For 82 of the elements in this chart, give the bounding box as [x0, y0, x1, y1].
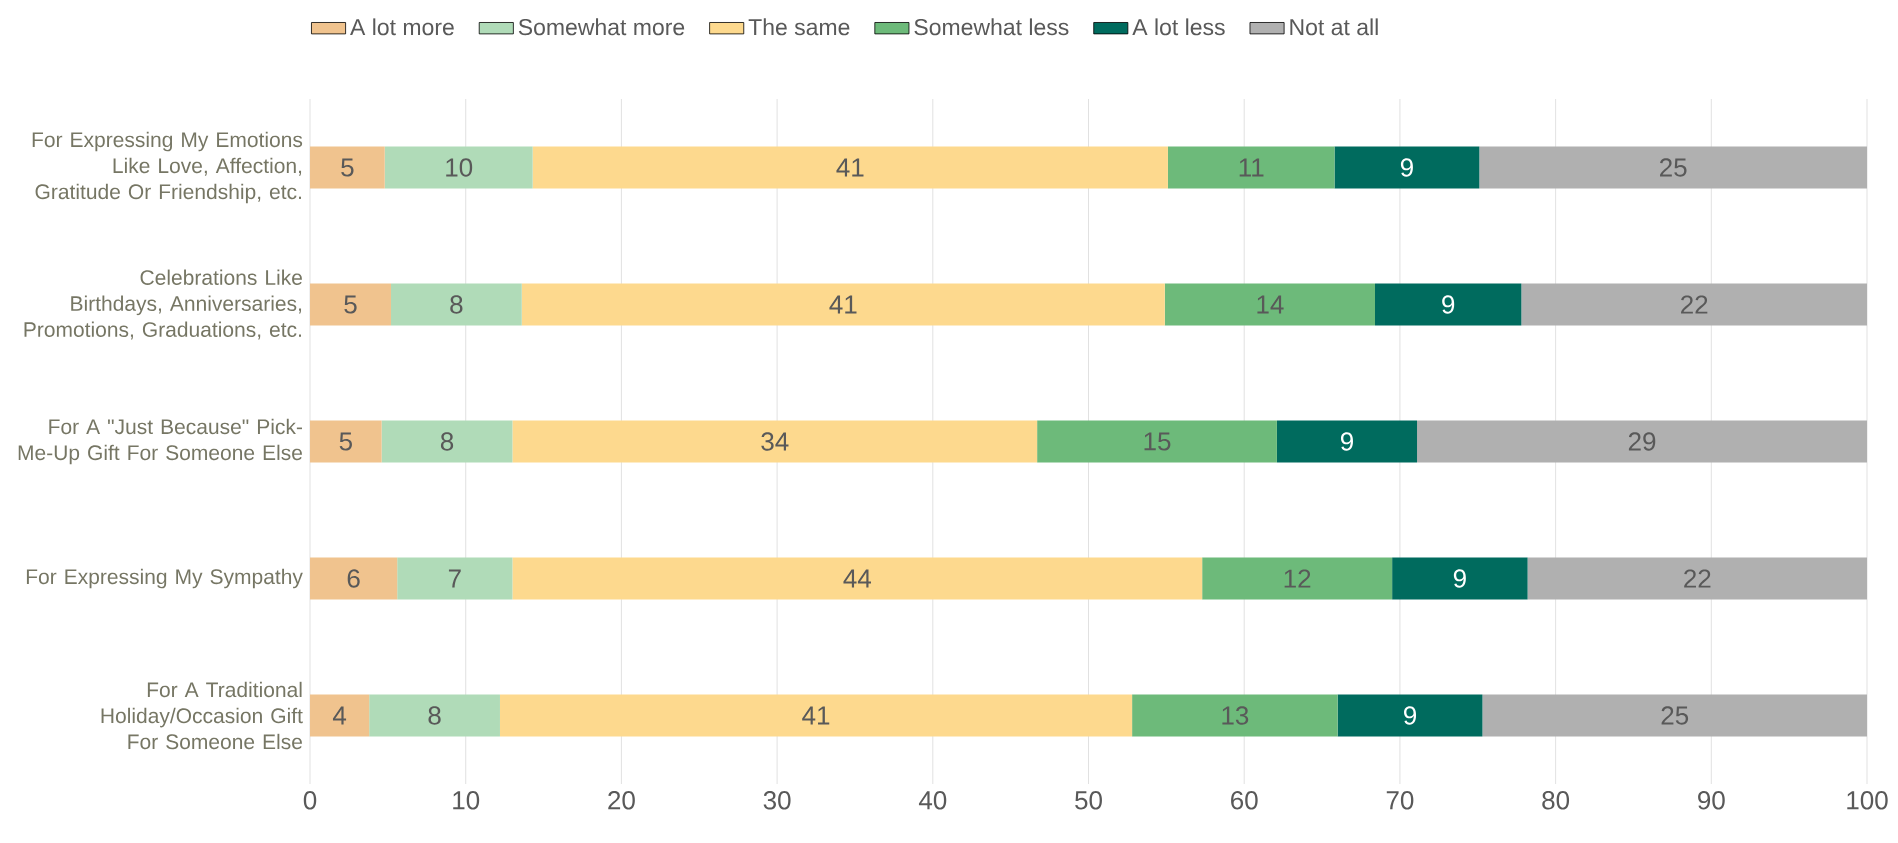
bar — [310, 420, 382, 463]
bar — [1334, 146, 1480, 189]
bar — [1276, 420, 1418, 463]
bar — [1392, 557, 1528, 600]
data-label: 9 — [1340, 432, 1353, 451]
bar — [1337, 694, 1483, 737]
bar — [310, 694, 370, 737]
legend-label: A lot more — [350, 18, 454, 36]
y-tick-label: For Expressing My Emotions Like Love, Affection, Gratitude Or Friendship, etc. — [32, 131, 303, 204]
data-label: 34 — [761, 432, 789, 451]
x-tick-label: 50 — [1075, 791, 1102, 810]
x-tick-label: 0 — [303, 791, 317, 810]
bar — [369, 694, 500, 737]
data-label: 41 — [802, 706, 830, 725]
bar — [499, 694, 1133, 737]
data-label: 10 — [446, 158, 473, 177]
bar — [310, 557, 398, 600]
legend-label: A lot less — [1132, 18, 1225, 36]
data-label: 29 — [1628, 432, 1656, 451]
data-label: 15 — [1144, 432, 1171, 451]
data-label: 14 — [1257, 295, 1284, 314]
bar — [1167, 146, 1335, 189]
data-label: 5 — [341, 158, 354, 177]
x-tick-label: 70 — [1386, 791, 1414, 810]
data-label: 44 — [843, 569, 871, 588]
data-label: 25 — [1661, 706, 1689, 725]
legend-label: Not at all — [1290, 18, 1378, 36]
bar — [1527, 557, 1868, 600]
y-tick-label: Celebrations Like Birthdays, Anniversaries, Promotions, Graduations, etc. — [24, 269, 302, 340]
data-label: 8 — [440, 432, 454, 451]
bar — [1479, 146, 1868, 189]
data-label: 9 — [1400, 158, 1413, 177]
bar — [1521, 283, 1868, 326]
bar — [521, 283, 1165, 326]
bar — [532, 146, 1168, 189]
data-label: 41 — [829, 295, 857, 314]
bar — [1164, 283, 1375, 326]
data-label: 41 — [836, 158, 864, 177]
bar — [381, 420, 513, 463]
data-label: 4 — [332, 706, 347, 725]
data-label: 5 — [339, 432, 352, 451]
bar — [397, 557, 513, 600]
data-label: 8 — [428, 706, 441, 725]
data-label: 11 — [1239, 158, 1264, 177]
x-tick-label: 20 — [608, 791, 635, 810]
y-tick-label: For A "Just Because" Pick-Me-Up Gift For Someone Else — [18, 418, 302, 465]
bar — [310, 146, 385, 189]
bar — [1202, 557, 1393, 600]
y-tick-label: For Expressing My Sympathy — [26, 568, 303, 589]
x-tick-label: 30 — [763, 791, 791, 810]
data-label: 9 — [1442, 295, 1455, 314]
bar — [1482, 694, 1868, 737]
data-label: 12 — [1284, 569, 1311, 588]
x-tick-label: 10 — [453, 791, 480, 810]
data-label: 22 — [1684, 569, 1711, 588]
bar — [1037, 420, 1277, 463]
bar — [1132, 694, 1338, 737]
bar — [512, 557, 1203, 600]
data-label: 25 — [1660, 158, 1687, 177]
data-label: 9 — [1453, 569, 1466, 588]
data-label: 5 — [344, 295, 357, 314]
legend-label: The same — [748, 18, 850, 36]
bar — [390, 283, 522, 326]
x-tick-label: 90 — [1698, 791, 1725, 810]
bar — [310, 283, 391, 326]
x-tick-label: 40 — [918, 791, 947, 810]
x-tick-label: 100 — [1847, 791, 1888, 810]
data-label: 22 — [1681, 295, 1708, 314]
data-label: 7 — [448, 569, 461, 588]
data-label: 8 — [450, 295, 463, 314]
legend-label: Somewhat more — [518, 18, 685, 36]
bar — [512, 420, 1038, 463]
data-label: 13 — [1222, 706, 1249, 725]
legend-label: Somewhat less — [914, 18, 1069, 36]
bar — [1375, 283, 1522, 326]
x-tick-label: 60 — [1231, 791, 1258, 810]
data-label: 6 — [347, 569, 360, 588]
data-label: 9 — [1404, 706, 1417, 725]
bar — [384, 146, 533, 189]
x-tick-label: 80 — [1542, 791, 1570, 810]
y-tick-label: For A Traditional Holiday/Occasion Gift For Someone Else — [101, 681, 303, 750]
bar — [1417, 420, 1868, 463]
